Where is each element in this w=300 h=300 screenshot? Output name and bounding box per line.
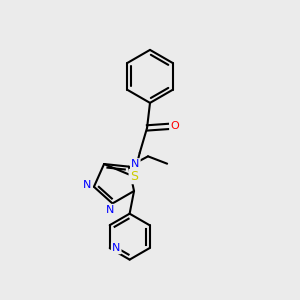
Text: S: S [130,170,138,183]
Text: O: O [170,122,179,131]
Text: N: N [131,159,140,169]
Text: N: N [112,243,120,253]
Text: N: N [106,205,114,215]
Text: N: N [83,180,92,190]
